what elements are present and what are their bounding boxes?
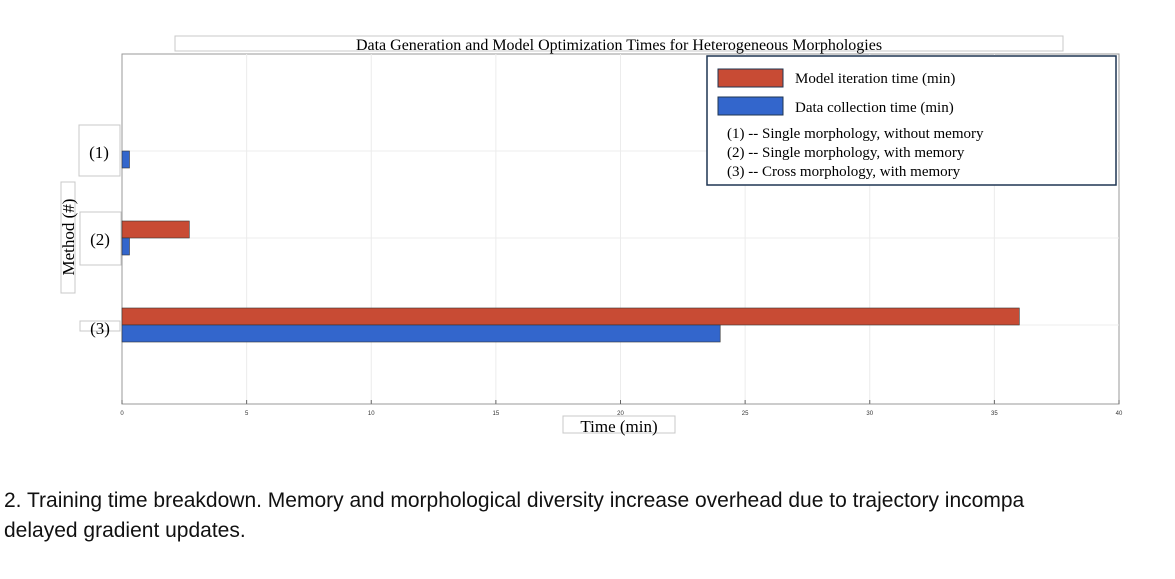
bar-data-collection-3 [121,324,721,343]
category-label-box-3 [79,320,121,332]
title-box [174,35,1064,52]
x-tick-label: 0 [120,411,124,417]
bar-data-collection-2 [121,237,130,256]
legend-swatch-model-iteration [717,68,784,88]
legend-swatch-data-collection [717,96,784,116]
category-label-box-1 [78,124,121,177]
category-label-box-2 [79,211,122,266]
x-tick-label: 40 [1116,411,1123,417]
bar-data-collection-1 [121,150,130,169]
x-tick-label: 20 [617,411,624,417]
legend-label-model-iteration: Model iteration time (min) [795,71,955,87]
chart: Data Generation and Model Optimization T… [59,35,1123,436]
ylabel-box [60,181,76,294]
y-axis-label: Method (#) [59,199,78,276]
x-tick-label: 15 [493,411,500,417]
x-ticks: 0 5 10 15 20 25 30 35 40 [120,400,1123,417]
xlabel-box [562,415,676,434]
legend-label-data-collection: Data collection time (min) [795,100,954,116]
x-tick-label: 25 [742,411,749,417]
x-axis-label: Time (min) [580,417,657,436]
category-label-2: (2) [90,230,110,249]
figure-caption: 2. Training time breakdown. Memory and m… [4,486,1175,546]
bar-model-iteration-3 [121,307,1020,326]
bar-model-iteration-2 [121,220,190,239]
caption-line-2: delayed gradient updates. [4,519,246,542]
legend-note-1: (1) -- Single morphology, without memory [727,126,984,142]
caption-line-1: 2. Training time breakdown. Memory and m… [4,489,1025,512]
bars [121,150,1020,343]
category-label-1: (1) [89,143,109,162]
category-label-3: (3) [90,319,110,338]
x-tick-label: 10 [368,411,375,417]
x-tick-label: 30 [866,411,873,417]
legend-note-3: (3) -- Cross morphology, with memory [727,164,961,180]
x-tick-label: 5 [245,411,249,417]
x-tick-label: 35 [991,411,998,417]
legend-note-2: (2) -- Single morphology, with memory [727,145,965,161]
chart-title: Data Generation and Model Optimization T… [356,37,882,54]
legend: Model iteration time (min) Data collecti… [706,55,1117,186]
